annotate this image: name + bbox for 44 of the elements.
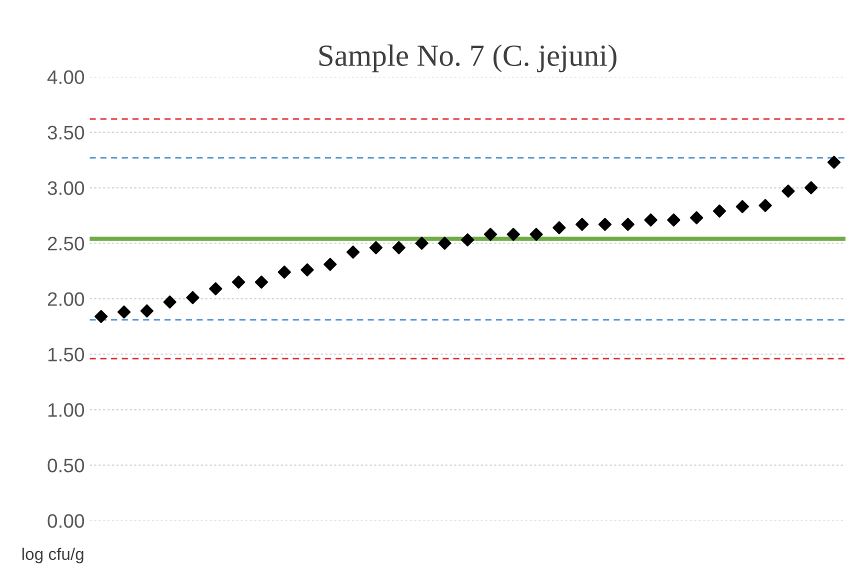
point <box>530 228 543 241</box>
point <box>575 218 589 231</box>
point <box>667 213 680 227</box>
point <box>484 228 498 241</box>
point <box>690 211 704 224</box>
point <box>598 218 612 231</box>
point <box>94 310 108 324</box>
y-tick-label: 0.50 <box>48 458 84 472</box>
point <box>782 184 795 198</box>
y-tick-label: 3.00 <box>48 181 84 196</box>
y-tick-label: 1.50 <box>48 348 84 362</box>
point <box>644 213 658 227</box>
point <box>621 218 634 231</box>
point <box>254 275 268 289</box>
point <box>758 198 772 212</box>
point <box>552 221 566 234</box>
point <box>415 236 428 250</box>
point <box>324 258 337 271</box>
y-tick-label: 2.00 <box>48 292 84 306</box>
y-tick-label: 1.00 <box>48 403 84 417</box>
y-tick-label: 3.50 <box>48 126 84 140</box>
point <box>346 246 360 259</box>
point <box>392 241 406 254</box>
chart-title: Sample No. 7 (C. jejuni) <box>319 44 616 72</box>
point <box>460 233 474 247</box>
y-tick-label: 0.00 <box>48 514 84 528</box>
point <box>278 266 291 279</box>
point <box>232 275 246 289</box>
point <box>438 236 452 250</box>
point <box>186 291 200 304</box>
y-tick-label: 2.50 <box>48 236 84 250</box>
point <box>827 156 841 169</box>
y-tick-label: 4.00 <box>47 70 84 84</box>
point <box>369 241 383 254</box>
point <box>140 304 154 318</box>
y-axis-title: log cfu/g <box>22 548 84 564</box>
point <box>300 263 314 276</box>
point <box>712 204 726 218</box>
point <box>163 295 176 309</box>
point <box>209 282 222 296</box>
point <box>117 305 131 319</box>
point <box>736 200 749 214</box>
point <box>804 181 818 194</box>
point <box>506 228 520 241</box>
